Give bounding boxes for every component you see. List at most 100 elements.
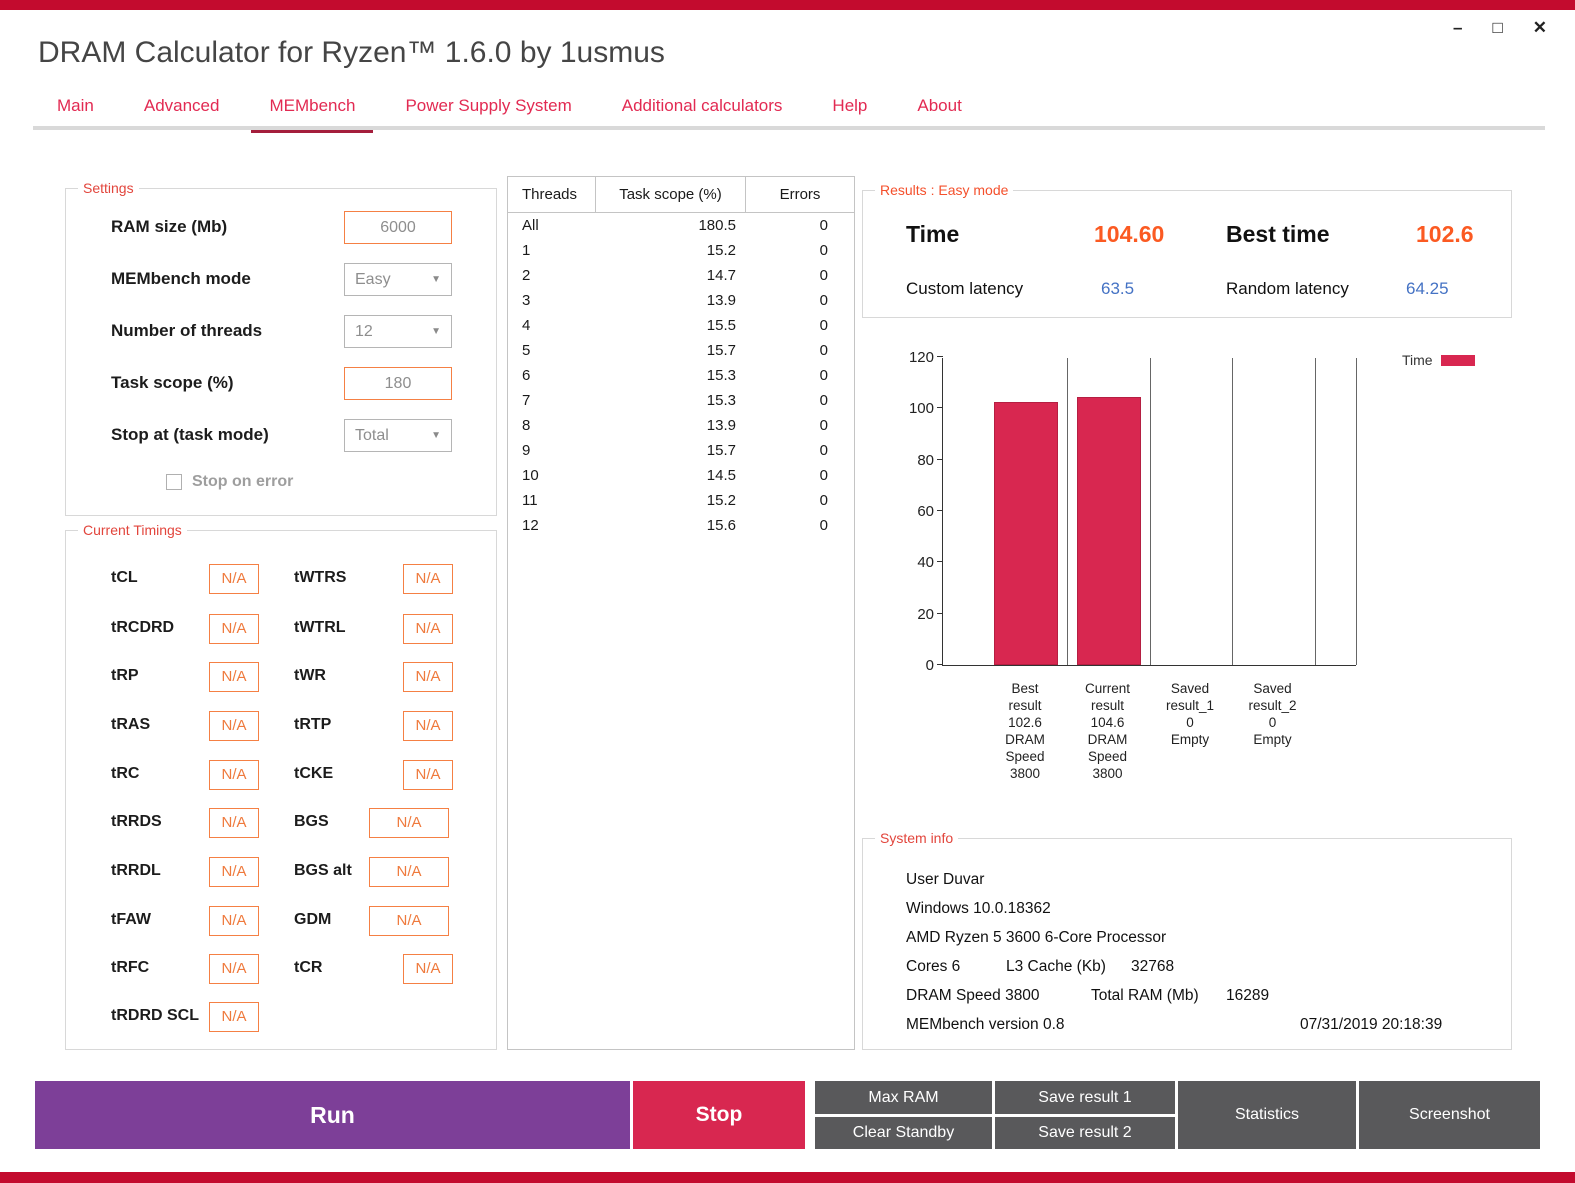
task-scope-input[interactable] xyxy=(344,367,452,400)
system-info-os: Windows 10.0.18362 xyxy=(906,900,1051,917)
system-info-total-ram-value: 16289 xyxy=(1226,987,1270,1004)
task-scope-cell: 15.3 xyxy=(706,367,736,384)
timing-value-box: N/A xyxy=(403,662,453,692)
settings-legend: Settings xyxy=(78,180,139,196)
tab-main[interactable]: Main xyxy=(57,96,94,115)
tab-additional-calculators[interactable]: Additional calculators xyxy=(621,96,783,115)
timing-value-box: N/A xyxy=(403,564,453,594)
thread-id-cell: 7 xyxy=(522,392,531,409)
number-of-threads-select[interactable]: 12 ▼ xyxy=(344,315,452,348)
random-latency-label: Random latency xyxy=(1226,279,1349,298)
window-controls: – □ ✕ xyxy=(1453,18,1547,38)
system-info-legend: System info xyxy=(875,830,959,846)
thread-id-cell: 3 xyxy=(522,292,531,309)
task-scope-cell: 14.7 xyxy=(706,267,736,284)
thread-id-cell: 1 xyxy=(522,242,531,259)
close-icon[interactable]: ✕ xyxy=(1532,18,1547,37)
errors-cell: 0 xyxy=(819,317,828,334)
chart-category-label: Best result 102.6 DRAM Speed 3800 xyxy=(1005,681,1045,781)
timing-label: BGS xyxy=(294,813,329,830)
stop-on-error-label: Stop on error xyxy=(192,473,294,490)
max-ram-button[interactable]: Max RAM xyxy=(815,1081,992,1114)
titlebar-accent xyxy=(0,0,1575,10)
stop-on-error-checkbox[interactable] xyxy=(166,474,182,490)
tab-help[interactable]: Help xyxy=(832,96,868,115)
chart-category-label: Current result 104.6 DRAM Speed 3800 xyxy=(1084,681,1130,781)
bottom-accent xyxy=(0,1172,1575,1183)
task-scope-cell: 15.3 xyxy=(706,392,736,409)
timing-label: tRCDRD xyxy=(111,619,175,636)
errors-cell: 0 xyxy=(819,367,828,384)
statistics-button[interactable]: Statistics xyxy=(1178,1081,1356,1149)
timing-value-box: N/A xyxy=(369,857,449,887)
timing-label: tRP xyxy=(111,667,139,684)
chart-bar xyxy=(1076,396,1141,665)
task-scope-cell: 180.5 xyxy=(698,217,736,234)
save-result-1-button[interactable]: Save result 1 xyxy=(995,1081,1175,1114)
timing-value-box: N/A xyxy=(209,857,259,887)
minimize-icon[interactable]: – xyxy=(1453,18,1463,37)
chart-y-tick-label: 0 xyxy=(925,657,934,674)
chevron-down-icon: ▼ xyxy=(431,326,441,337)
chart-y-tick-label: 40 xyxy=(917,554,934,572)
system-info-membench-version: MEMbench version 0.8 xyxy=(906,1016,1065,1033)
tab-advanced[interactable]: Advanced xyxy=(143,96,220,115)
timing-value-box: N/A xyxy=(209,1002,259,1032)
timing-value-box: N/A xyxy=(209,564,259,594)
tab-bar: Main Advanced MEMbench Power Supply Syst… xyxy=(57,96,962,133)
membench-mode-select[interactable]: Easy ▼ xyxy=(344,263,452,296)
timing-label: tCKE xyxy=(294,765,334,782)
system-info-timestamp: 07/31/2019 20:18:39 xyxy=(1300,1016,1443,1033)
errors-cell: 0 xyxy=(819,492,828,509)
timing-label: tFAW xyxy=(111,911,151,928)
system-info-l3-value: 32768 xyxy=(1131,958,1175,975)
clear-standby-button[interactable]: Clear Standby xyxy=(815,1117,992,1149)
timing-value-box: N/A xyxy=(369,906,449,936)
tab-about[interactable]: About xyxy=(917,96,962,115)
thread-id-cell: 4 xyxy=(522,317,531,334)
stop-at-value: Total xyxy=(355,426,389,444)
screenshot-button[interactable]: Screenshot xyxy=(1359,1081,1540,1149)
chart-legend: Time xyxy=(1402,352,1475,368)
tab-power-supply-system[interactable]: Power Supply System xyxy=(405,96,572,115)
timing-value-box: N/A xyxy=(403,711,453,741)
table-row: 2 14.7 0 xyxy=(508,263,854,288)
chevron-down-icon: ▼ xyxy=(431,274,441,285)
table-row: 11 15.2 0 xyxy=(508,488,854,513)
timing-value-box: N/A xyxy=(403,614,453,644)
maximize-icon[interactable]: □ xyxy=(1492,18,1503,37)
task-scope-cell: 15.7 xyxy=(706,342,736,359)
timing-label: GDM xyxy=(294,911,332,928)
page-title: DRAM Calculator for Ryzen™ 1.6.0 by 1usm… xyxy=(38,36,665,69)
task-scope-cell: 13.9 xyxy=(706,417,736,434)
table-row: 1 15.2 0 xyxy=(508,238,854,263)
system-info-cores: Cores 6 xyxy=(906,958,961,975)
chart-y-tick-label: 100 xyxy=(908,400,934,418)
run-button[interactable]: Run xyxy=(35,1081,630,1149)
system-info-user: User Duvar xyxy=(906,871,985,888)
chart-category-label: Saved result_1 0 Empty xyxy=(1165,681,1215,747)
system-info-dram-speed: DRAM Speed 3800 xyxy=(906,987,1040,1004)
timing-label: tRFC xyxy=(111,959,150,976)
table-row: 8 13.9 0 xyxy=(508,413,854,438)
thread-id-cell: 10 xyxy=(522,467,539,484)
chart-y-tick-label: 80 xyxy=(917,451,934,469)
errors-cell: 0 xyxy=(819,292,828,309)
errors-cell: 0 xyxy=(819,417,828,434)
chart-categories: Best result 102.6 DRAM Speed 3800 Current resul… xyxy=(942,680,1356,810)
stop-button[interactable]: Stop xyxy=(633,1081,805,1149)
errors-cell: 0 xyxy=(819,267,828,284)
thread-id-cell: 2 xyxy=(522,267,531,284)
timing-value-box: N/A xyxy=(209,711,259,741)
timing-label: tRDRD SCL xyxy=(111,1007,199,1024)
custom-latency-value: 63.5 xyxy=(1101,279,1135,298)
errors-cell: 0 xyxy=(819,217,828,234)
tab-membench[interactable]: MEMbench xyxy=(251,96,374,133)
save-result-2-button[interactable]: Save result 2 xyxy=(995,1117,1175,1149)
system-info-l3-label: L3 Cache (Kb) xyxy=(1006,958,1106,975)
stop-at-select[interactable]: Total ▼ xyxy=(344,419,452,452)
thread-id-cell: 11 xyxy=(522,492,538,509)
ram-size-input[interactable] xyxy=(344,211,452,244)
current-timings-legend: Current Timings xyxy=(78,522,187,538)
timing-value-box: N/A xyxy=(403,954,453,984)
